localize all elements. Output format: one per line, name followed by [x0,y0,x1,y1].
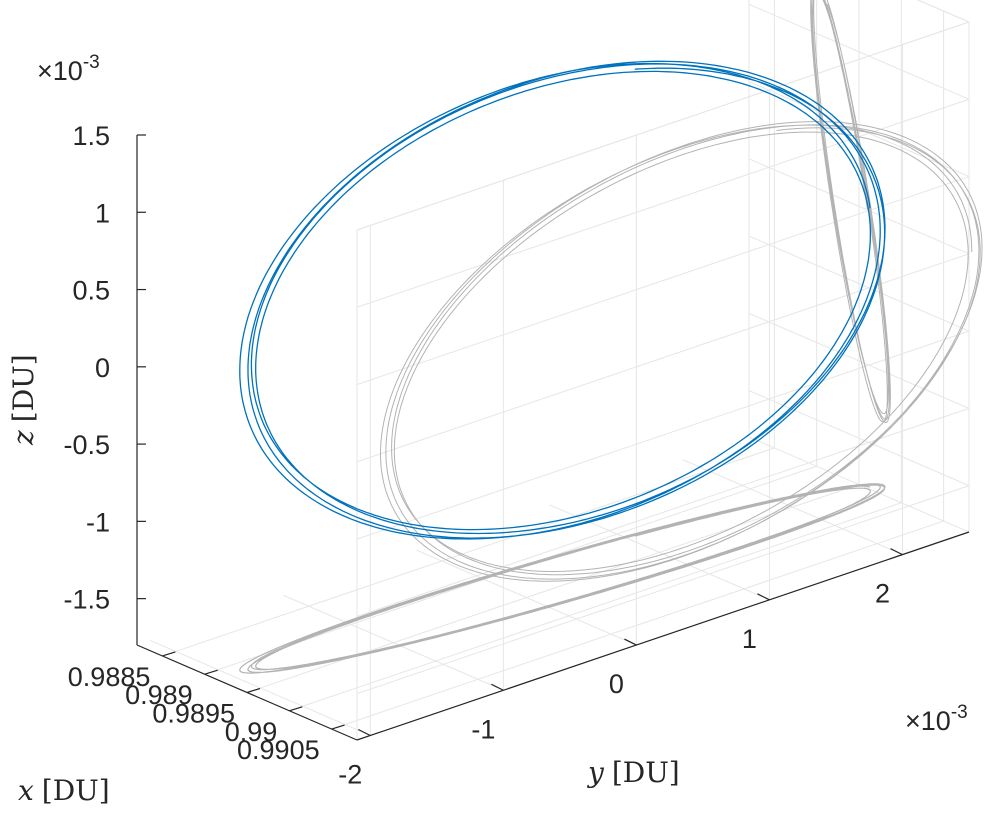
grid [150,0,970,741]
z-exponent-label: ×10-3 [37,52,100,86]
projection-xz [810,0,891,423]
axes [136,134,970,741]
grid-line [150,640,371,736]
x-tick-label: 0.9885 [68,662,151,692]
grid-line [748,81,970,178]
y-axis-label: y [DU] [586,756,680,789]
grid-line [356,176,970,386]
y-axis-line [356,531,970,741]
grid-line [356,485,970,695]
grid-line [748,3,970,100]
y-tick [358,728,371,737]
x-tick-label: 0.99 [225,717,278,747]
x-axis-label: x [DU] [18,774,110,807]
projections [239,0,983,674]
tick-labels: 1.510.50-0.5-1-1.50.98850.9890.98950.990… [63,121,890,789]
x-tick-label: 0.9905 [237,735,320,765]
x-tick [331,724,345,730]
grid-line [331,520,944,730]
series-line [239,60,886,540]
grid-line [416,549,637,646]
y-tick-label: 2 [875,579,890,609]
y-exponent-label: ×10-3 [905,702,968,736]
grid-line [748,312,970,409]
grid-line [748,158,970,255]
projection-yz [380,120,983,582]
x-tick [162,651,176,657]
z-tick-label: 1 [95,198,110,228]
z-axis-label: z[DU] [7,354,40,446]
box-edge [916,0,970,23]
grid-line [748,235,970,332]
grid-line [356,98,970,308]
projection-xy [239,483,886,674]
z-tick-label: 1.5 [72,121,110,151]
grid-line [356,330,970,540]
y-tick-label: -1 [471,714,495,744]
y-tick-label: -2 [338,759,362,789]
x-tick [246,687,261,694]
grid-line [283,594,504,691]
grid-line [748,390,970,487]
grid-line [549,504,770,601]
z-tick-label: -0.5 [63,430,110,460]
z-tick-label: 0 [95,353,110,383]
y-tick [491,683,504,691]
x-tick [204,669,218,675]
grid-line [356,253,970,463]
grid-line [682,459,903,556]
trajectory [239,60,886,540]
y-tick-label: 0 [609,669,624,699]
y-tick [624,638,637,646]
y-tick [757,593,770,601]
z-tick-label: -1 [86,507,110,537]
grid-line [356,407,970,617]
grid-line [246,484,860,693]
grid-line [162,447,775,657]
x-tick-label: 0.9895 [152,699,235,729]
box-edge [356,21,970,231]
x-tick-label: 0.989 [125,680,193,710]
z-tick-label: 0.5 [72,276,110,306]
x-tick [289,706,303,712]
z-tick-label: -1.5 [63,585,110,615]
y-tick [890,548,903,556]
grid-line [289,502,902,712]
y-tick-label: 1 [742,624,757,654]
